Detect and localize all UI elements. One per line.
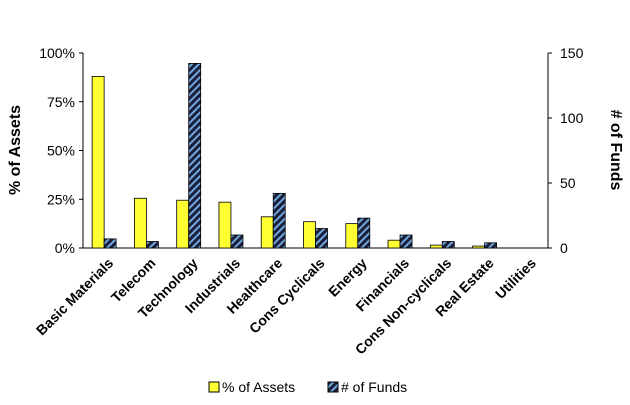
bar-assets bbox=[472, 245, 485, 249]
legend-label-assets: % of Assets bbox=[222, 379, 295, 395]
bar-funds bbox=[146, 241, 159, 249]
left-axis-title: % of Assets bbox=[7, 105, 24, 195]
bar-funds bbox=[230, 234, 244, 249]
category-labels: Basic MaterialsTelecomTechnologyIndustri… bbox=[33, 255, 539, 358]
category-label: Cons Cyclicals bbox=[246, 255, 328, 337]
bar-assets bbox=[91, 76, 105, 249]
bar-assets bbox=[176, 199, 190, 249]
bar-funds bbox=[484, 242, 497, 249]
right-tick-label: 50 bbox=[560, 175, 576, 191]
bar-assets bbox=[218, 201, 232, 249]
bar-funds bbox=[399, 234, 413, 249]
left-tick-label: 100% bbox=[39, 45, 75, 61]
bar-assets bbox=[429, 244, 443, 249]
legend-swatch-funds bbox=[327, 381, 339, 393]
left-tick-label: 25% bbox=[47, 191, 75, 207]
bar-assets bbox=[303, 221, 316, 249]
bar-assets bbox=[387, 239, 401, 249]
bar-assets bbox=[345, 223, 359, 249]
bar-funds bbox=[441, 241, 455, 249]
left-tick-label: 50% bbox=[47, 143, 75, 159]
category-label: Utilities bbox=[492, 255, 539, 302]
legend-swatch-assets bbox=[208, 381, 220, 393]
right-tick-label: 100 bbox=[560, 110, 584, 126]
legend-label-funds: # of Funds bbox=[341, 379, 407, 395]
right-axis-title: # of Funds bbox=[607, 110, 624, 191]
bar-funds bbox=[103, 238, 117, 249]
right-tick-label: 150 bbox=[560, 45, 584, 61]
bar-assets bbox=[134, 197, 147, 249]
category-label: Basic Materials bbox=[33, 255, 117, 339]
right-axis-ticks: 0 50 100 150 bbox=[548, 45, 584, 256]
bar-funds bbox=[315, 228, 328, 249]
bar-funds bbox=[188, 63, 202, 249]
right-tick-label: 0 bbox=[560, 240, 568, 256]
bar-assets bbox=[260, 216, 274, 249]
legend: % of Assets # of Funds bbox=[208, 379, 407, 395]
bar-funds bbox=[272, 192, 286, 249]
left-axis-ticks: 0% 25% 50% 75% 100% bbox=[39, 45, 83, 256]
bar-funds bbox=[357, 217, 371, 249]
left-tick-label: 0% bbox=[55, 240, 75, 256]
bars bbox=[91, 63, 497, 249]
left-tick-label: 75% bbox=[47, 94, 75, 110]
